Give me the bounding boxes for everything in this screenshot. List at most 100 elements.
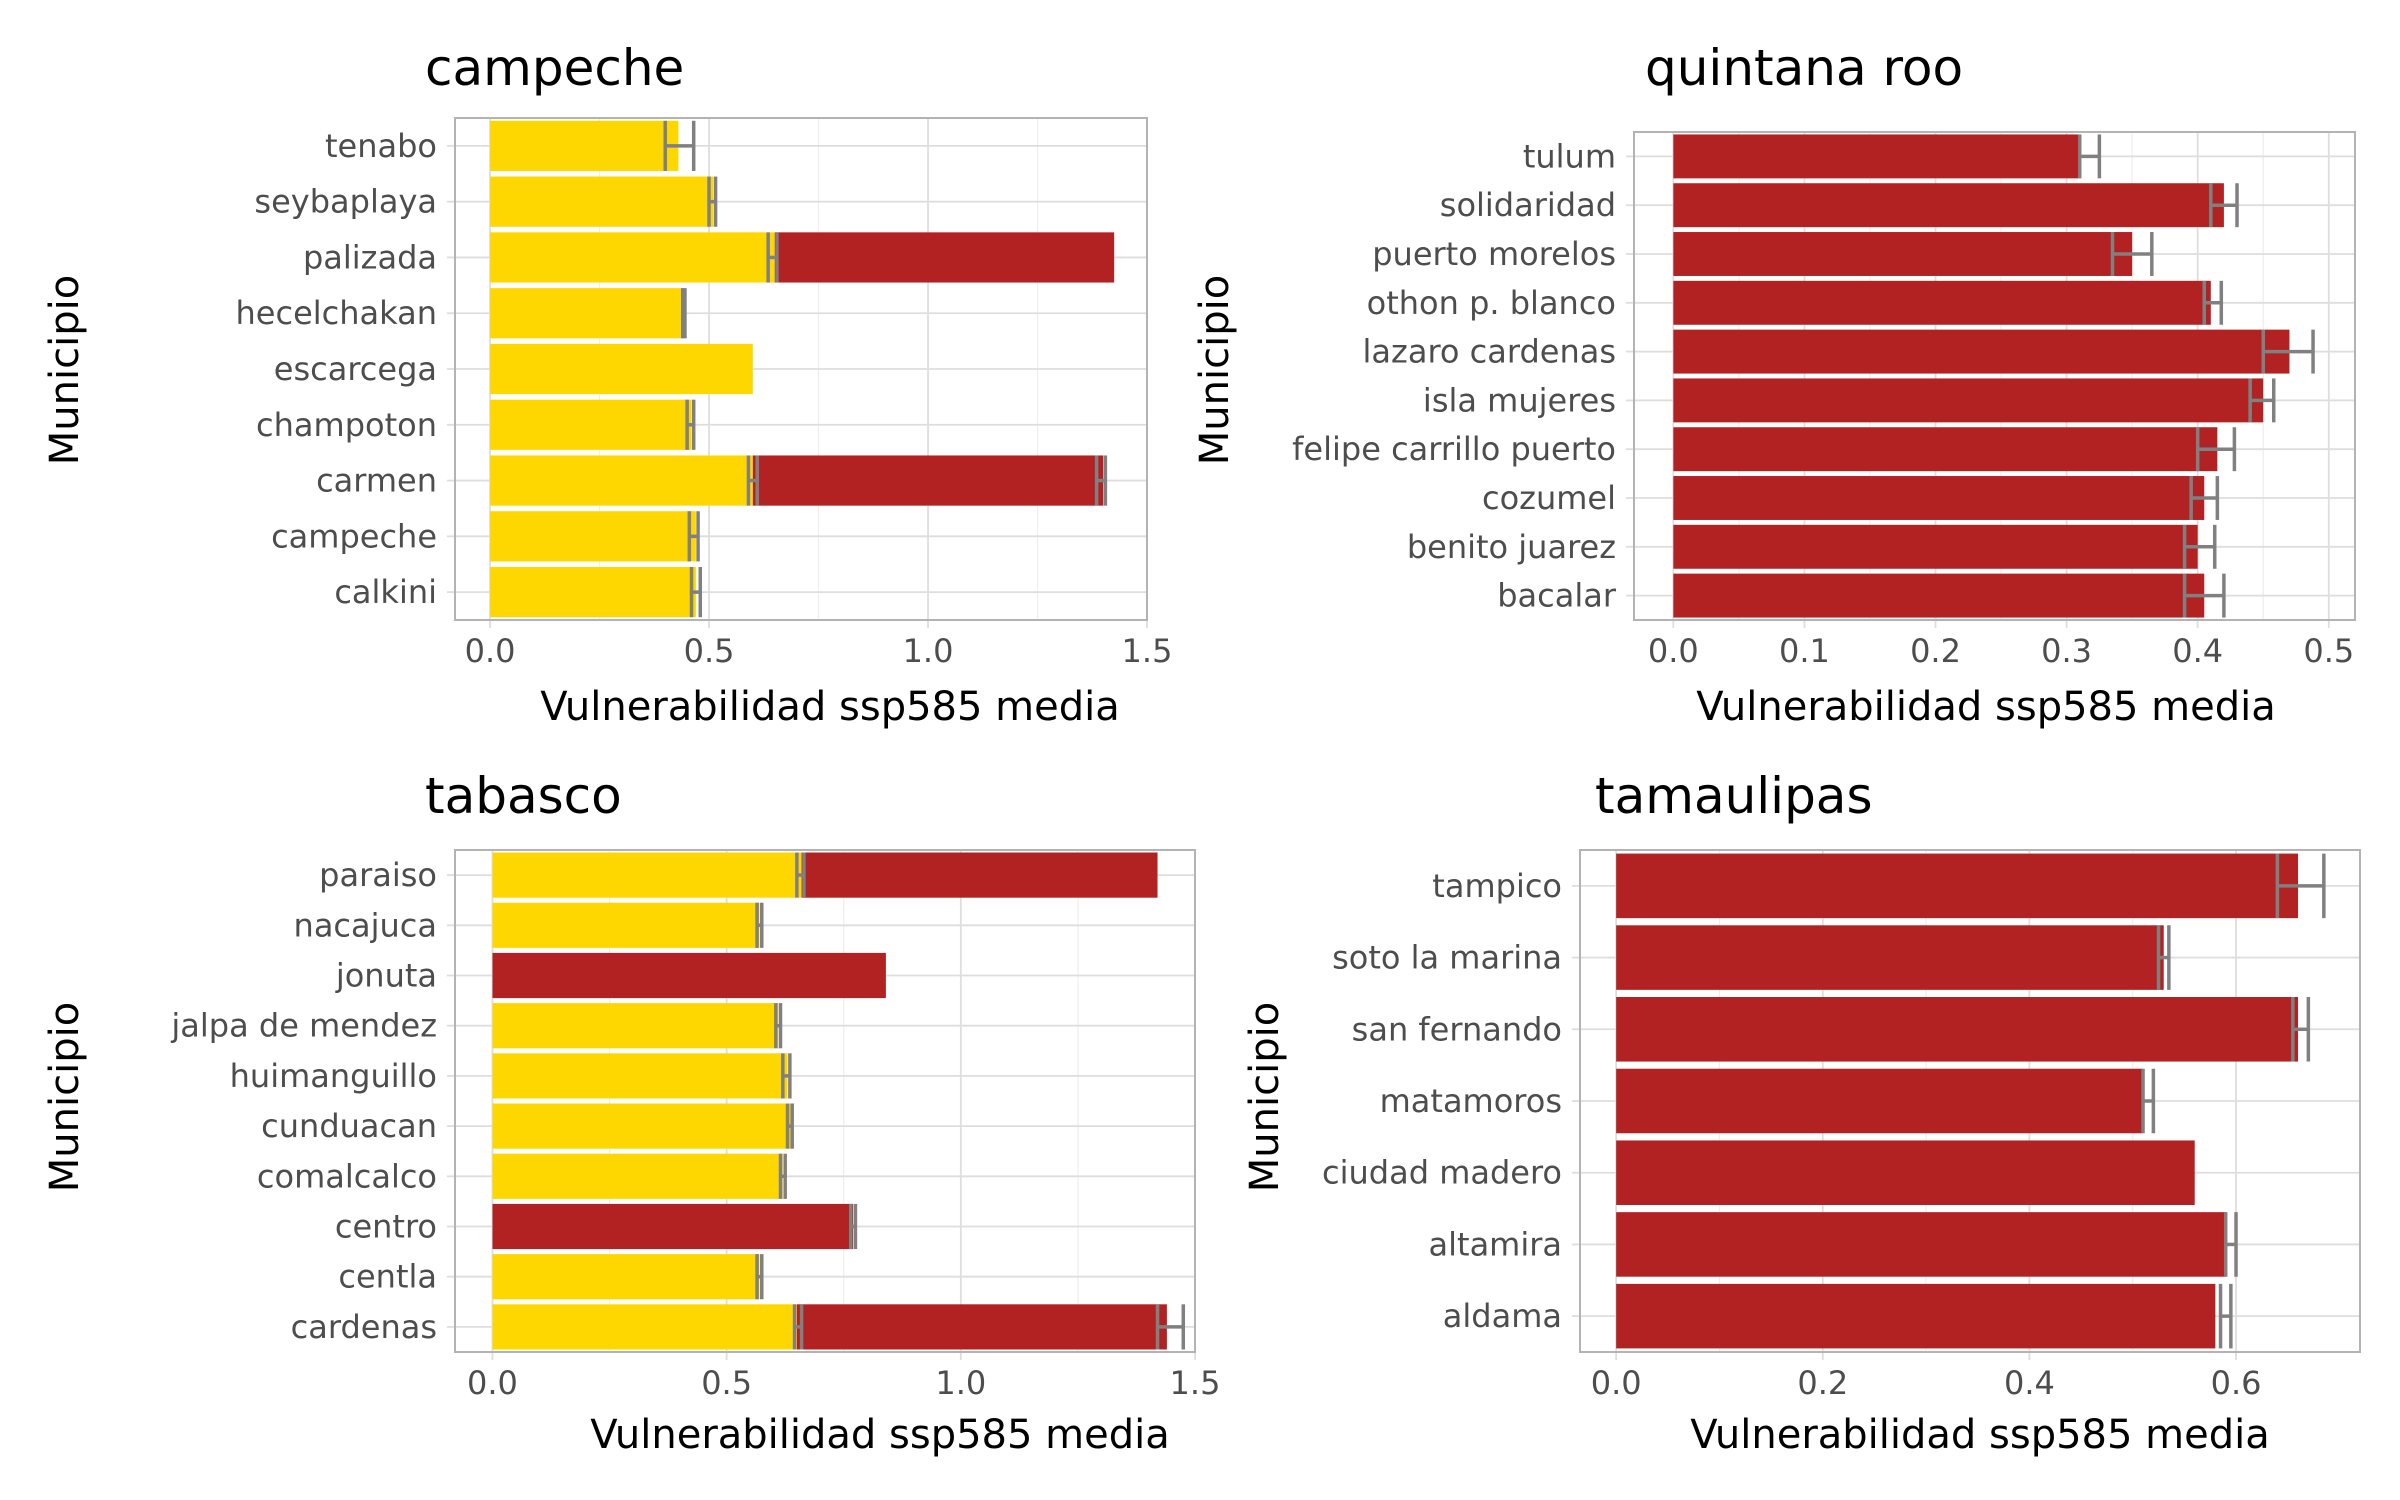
y-tick-label: paraiso [319,856,437,894]
y-axis-title: Municipio [42,1002,88,1192]
bar-red [1673,280,2211,325]
x-tick-label: 0.2 [1797,1364,1848,1402]
bar-red [1616,997,2299,1062]
y-tick-label: othon p. blanco [1367,284,1616,322]
panel-border [454,849,1196,1353]
y-tick-label: puerto morelos [1372,235,1616,273]
y-tick-label: champoton [256,406,437,444]
x-axis-title: Vulnerabilidad ssp585 media [590,1412,1170,1458]
y-tick-label: san fernando [1352,1010,1562,1048]
bar-yellow [490,288,683,339]
panel-quintana-roo: quintana roo Vulnerabilidad ssp585 media… [1192,39,2356,730]
bar-red [752,455,1104,506]
y-tick-label: huimanguillo [230,1057,437,1095]
x-tick-label: 0.3 [2041,632,2092,670]
x-tick-label: 0.4 [2172,632,2223,670]
y-tick-label: escarcega [274,350,437,388]
panel-title: tabasco [425,767,622,825]
panel-tamaulipas: tamaulipas Vulnerabilidad ssp585 media M… [1242,767,2361,1458]
bar-red [1673,134,2080,179]
y-tick-label: cardenas [291,1308,437,1346]
y-tick-label: nacajuca [294,906,437,944]
bars [490,120,1115,618]
bar-yellow [490,343,753,395]
y-tick-label: cunduacan [261,1107,437,1145]
y-tick-label: tampico [1432,867,1562,905]
bar-yellow [490,176,714,227]
y-tick-label: aldama [1443,1297,1562,1335]
bar-yellow [490,511,696,562]
bar-red [1616,925,2164,990]
bars [1616,853,2299,1349]
y-tick-label: benito juarez [1407,528,1616,566]
bar-red [1616,1212,2226,1277]
y-tick-label: solidaridad [1440,186,1616,224]
error-bars [755,852,1186,1350]
panel-border [1579,849,2361,1353]
x-tick-label: 0.0 [1591,1364,1642,1402]
bar-yellow [492,1254,760,1300]
bar-red [801,852,1158,898]
panel-title: tamaulipas [1595,767,1873,825]
x-tick-label: 0.6 [2211,1364,2262,1402]
y-tick-label: comalcalco [257,1157,437,1195]
bars [1673,134,2290,618]
y-tick-label: tenabo [325,127,437,165]
bar-red [492,952,886,999]
bar-red [1616,1068,2144,1134]
y-tick-label: centro [335,1208,437,1246]
x-tick-label: 0.5 [684,632,735,670]
panel-border [454,117,1148,621]
error-bars [2141,853,2326,1349]
bar-red [1673,427,2218,472]
x-tick-label: 0.2 [1910,632,1961,670]
bar-red [1616,1283,2216,1349]
bar-yellow [490,399,692,450]
error-bars [2077,134,2315,618]
y-tick-label: isla mujeres [1423,381,1616,419]
x-tick-label: 0.0 [467,1364,518,1402]
panel-tabasco: tabasco Vulnerabilidad ssp585 media Muni… [42,767,1220,1458]
panel-title: campeche [425,39,684,97]
x-tick-label: 0.5 [701,1364,752,1402]
y-tick-label: centla [338,1258,437,1296]
y-tick-label: carmen [316,462,437,500]
x-axis-title: Vulnerabilidad ssp585 media [1690,1412,2270,1458]
y-axis-title: Municipio [1242,1002,1288,1192]
y-tick-label: lazaro cardenas [1363,333,1616,371]
y-tick-label: palizada [303,238,437,276]
bar-red [1673,573,2205,618]
bar-red [1616,853,2299,919]
bar-red [796,1304,1167,1350]
y-tick-label: altamira [1429,1225,1562,1263]
y-tick-label: seybaplaya [254,183,437,221]
x-tick-label: 1.5 [1170,1364,1221,1402]
x-tick-label: 0.1 [1779,632,1830,670]
x-axis-title: Vulnerabilidad ssp585 media [540,684,1120,730]
bar-red [1673,232,2133,276]
bar-red [1673,476,2205,520]
bar-red [1673,183,2224,228]
x-tick-label: 1.0 [903,632,954,670]
x-tick-label: 0.0 [465,632,516,670]
y-axis-title: Municipio [1192,275,1238,465]
y-tick-label: campeche [271,517,437,555]
bar-yellow [490,455,753,506]
bar-red [774,232,1115,283]
x-tick-label: 0.4 [2004,1364,2055,1402]
bar-red [1673,524,2198,569]
bar-yellow [490,567,696,618]
bar-yellow [492,1103,793,1149]
x-tick-label: 0.0 [1648,632,1699,670]
bar-yellow [492,1304,797,1350]
y-tick-label: calkini [334,573,437,611]
y-axis-title: Municipio [42,275,88,465]
bar-yellow [492,852,802,898]
panel-border [1633,131,2356,621]
y-tick-label: hecelchakan [236,294,437,332]
error-bars [663,120,1108,618]
bar-red [492,1203,854,1250]
y-tick-label: felipe carrillo puerto [1292,430,1616,468]
y-tick-label: soto la marina [1332,939,1562,977]
